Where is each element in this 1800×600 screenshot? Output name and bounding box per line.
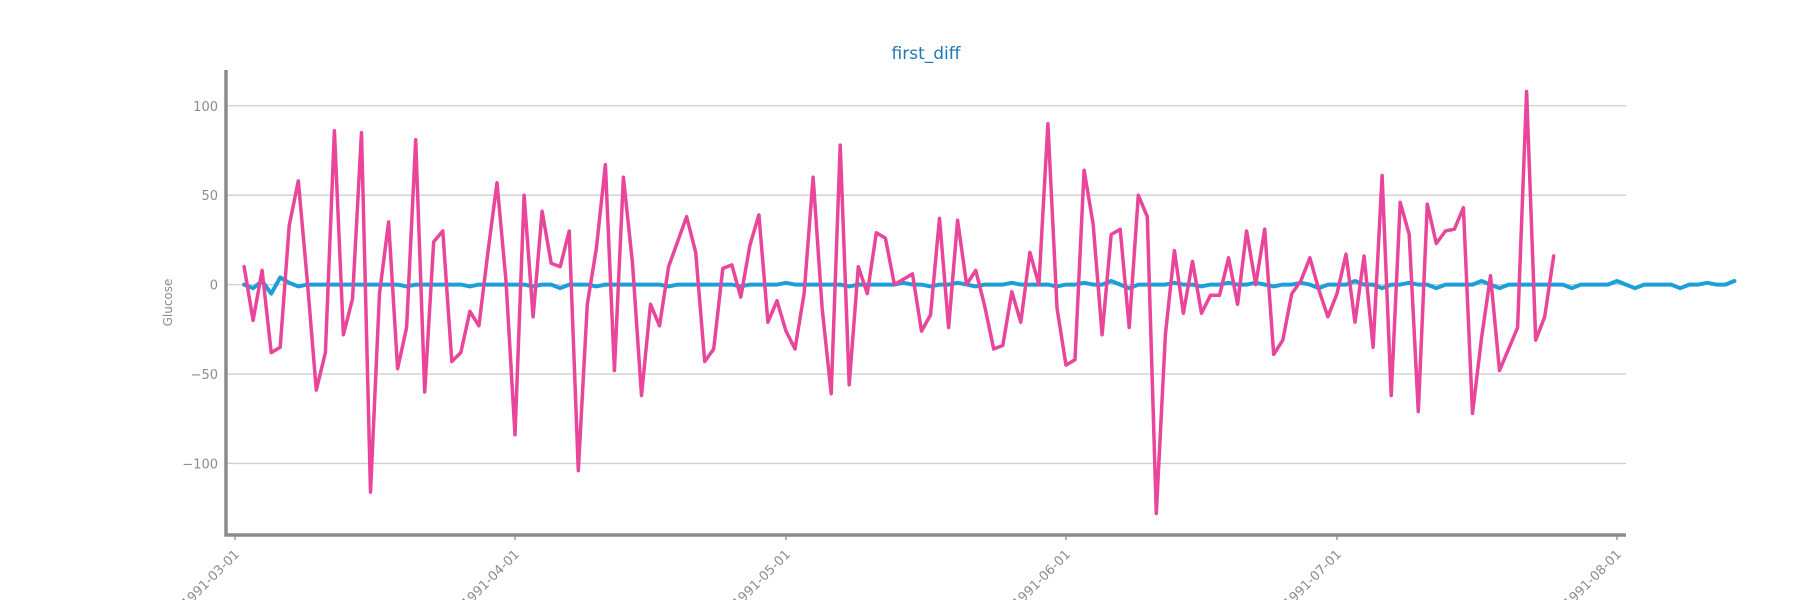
y-tick-label: −100 [182,457,218,472]
series-lines [242,89,1737,516]
axes [224,70,1626,537]
y-tick-label: 100 [193,100,218,115]
x-tick-label: 1991-04-01 [459,547,523,600]
chart-title: first_diff [892,44,962,64]
y-axis-label: Glucose [161,279,175,327]
series-line-1 [242,275,1737,296]
y-tick-label: −50 [191,368,218,383]
y-tick-label: 0 [210,279,218,294]
x-tick-label: 1991-07-01 [1281,547,1345,600]
x-tick-label: 1991-03-01 [179,547,243,600]
x-tick-label: 1991-05-01 [730,547,794,600]
x-tick-label: 1991-08-01 [1561,547,1625,600]
series-line-2 [242,89,1556,516]
x-tick-label: 1991-06-01 [1010,547,1074,600]
y-tick-label: 50 [201,189,218,204]
